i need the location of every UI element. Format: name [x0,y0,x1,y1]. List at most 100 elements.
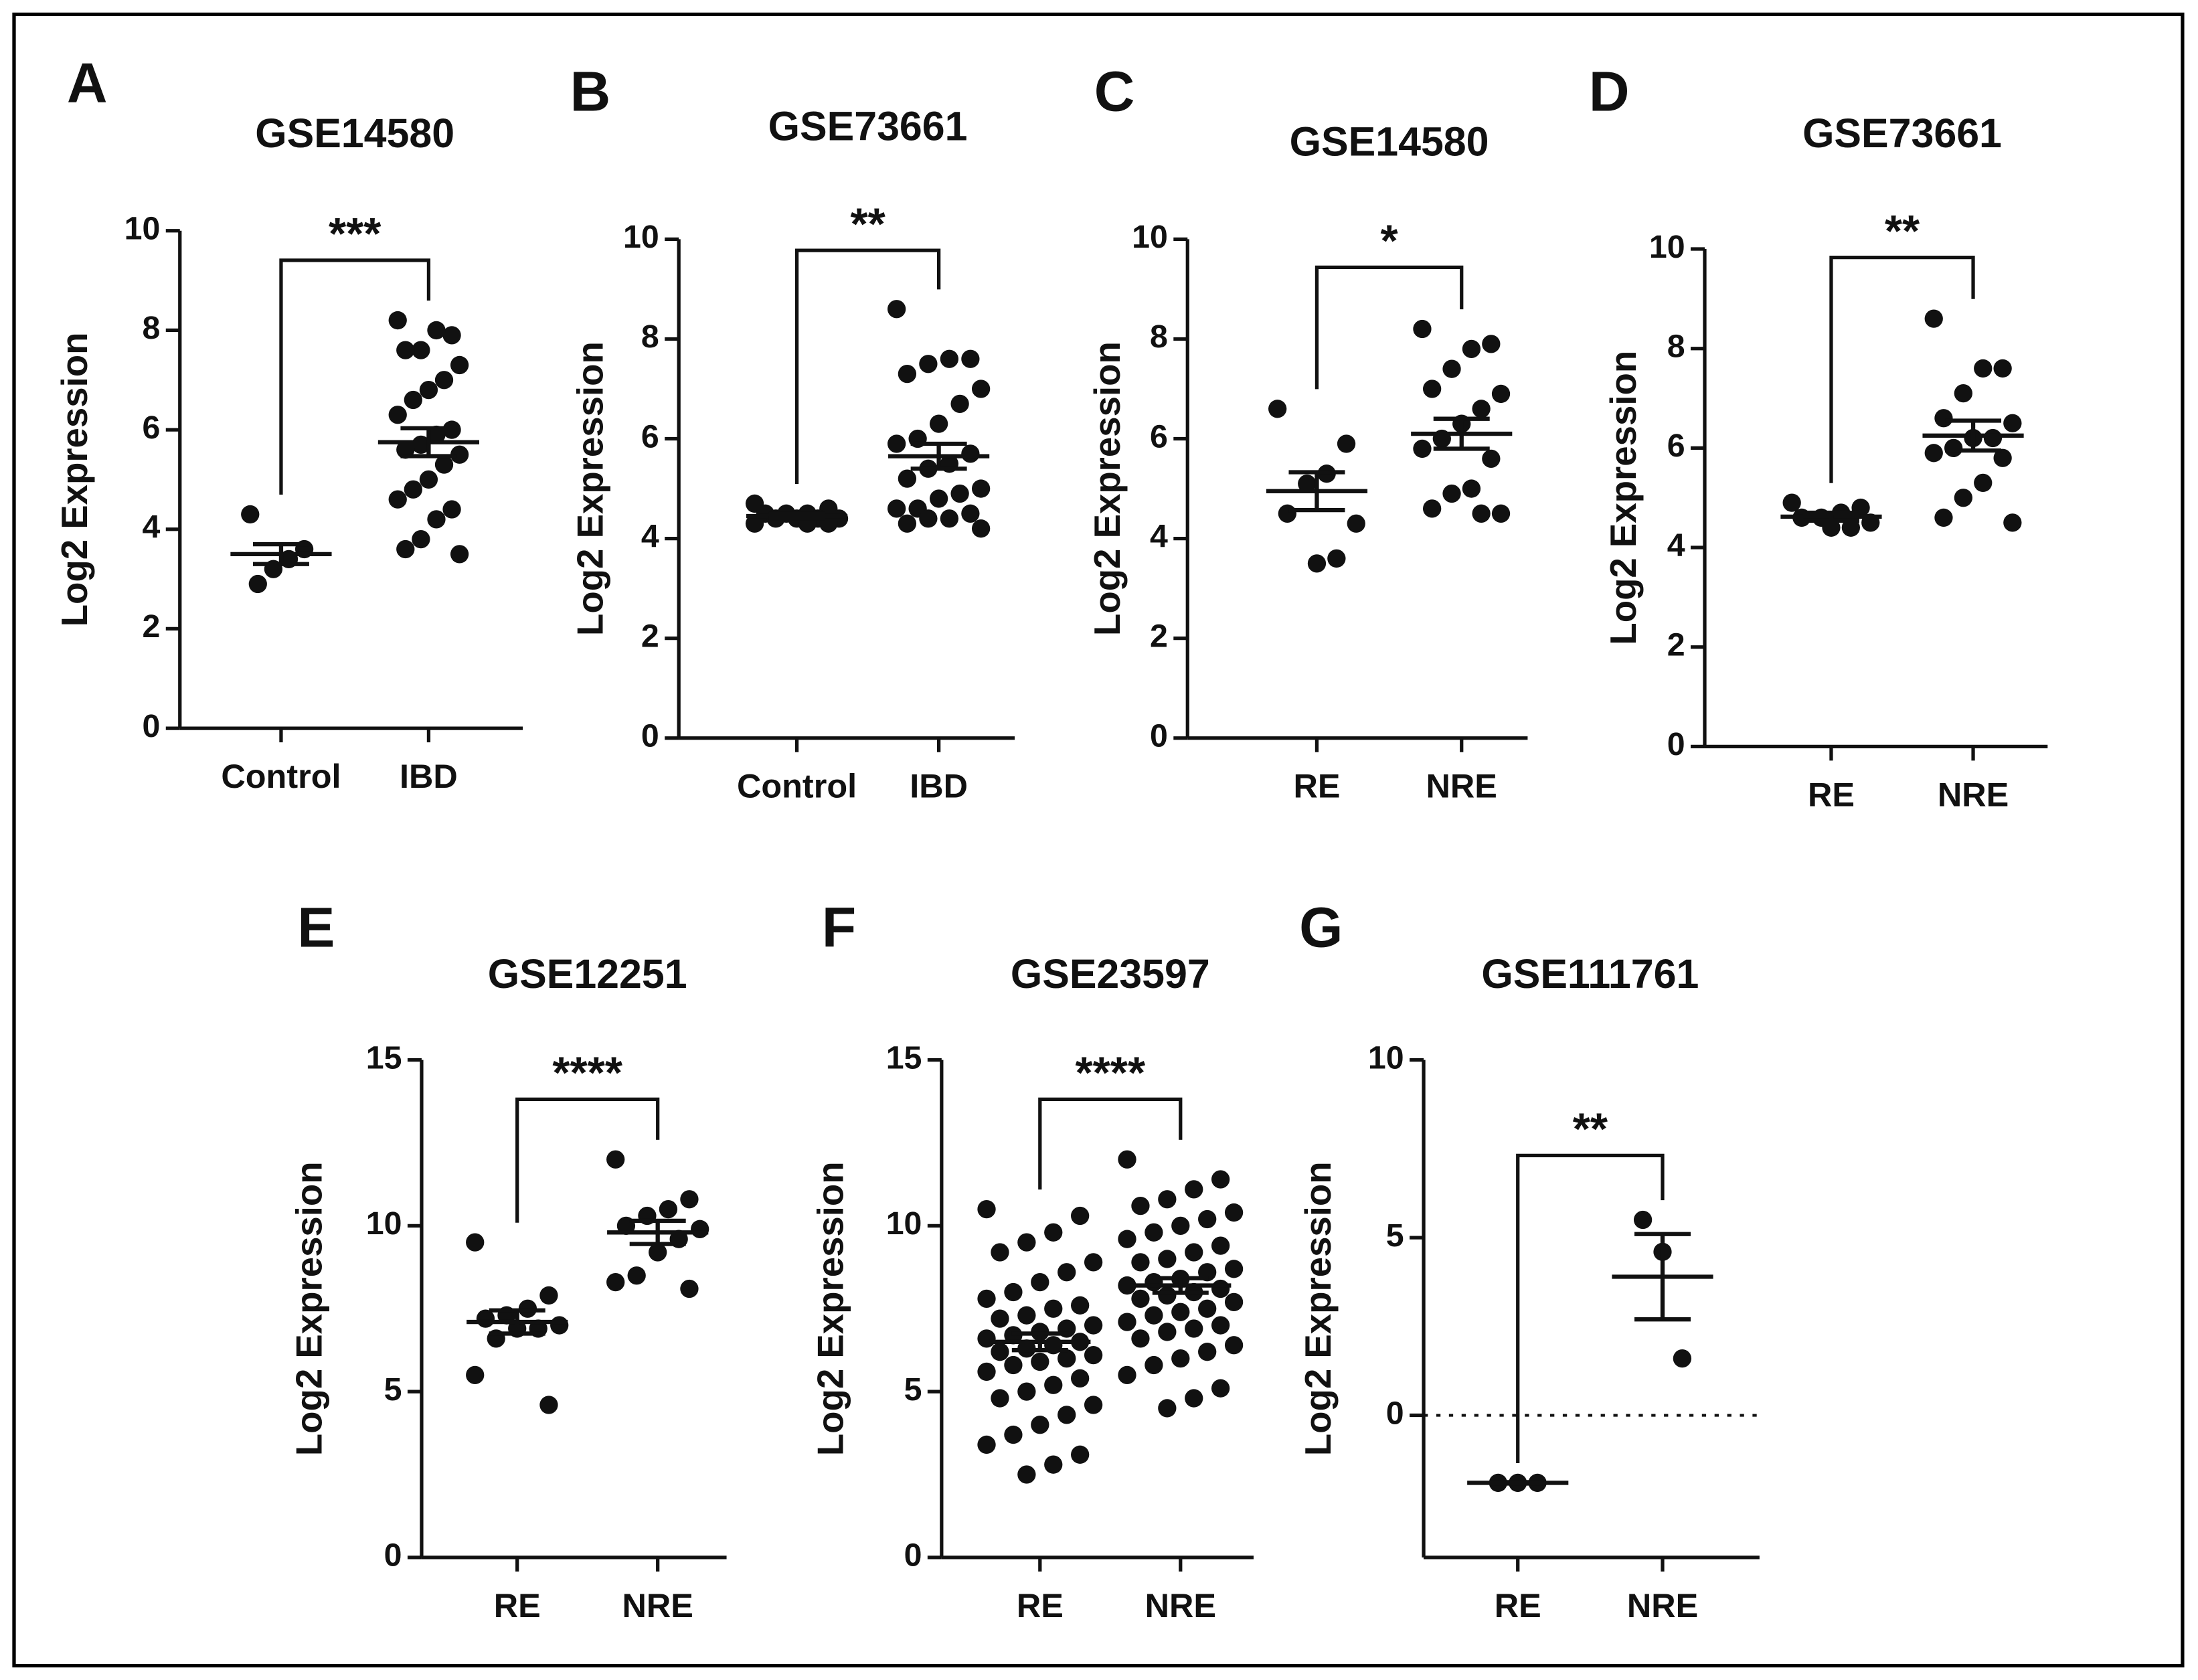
data-point [1131,1329,1150,1348]
error-bar [1489,1480,1546,1486]
panel-title: GSE12251 [488,951,687,997]
panel-letter: A [67,52,108,114]
data-point [2003,513,2022,532]
data-point [1004,1355,1023,1375]
data-point [977,1435,996,1454]
panel-letter: G [1299,896,1343,959]
data-point [898,469,917,488]
x-tick-label: RE [1293,767,1340,805]
data-point [1084,1253,1103,1272]
data-point [1974,359,1993,378]
data-point [1031,1416,1049,1434]
significance-label: ** [1885,206,1920,256]
data-point [1084,1396,1103,1414]
data-point [961,444,980,463]
data-point [1413,439,1432,458]
panel: C GSE14580 Log2 Expression 0 2 4 6 8 10 RE NRE * [1087,60,1528,805]
data-point [442,326,461,345]
data-point [887,434,906,453]
error-bar [252,541,309,566]
data-point [1145,1272,1163,1292]
data-point [427,321,446,340]
x-tick-label: IBD [400,757,458,795]
data-point [1472,504,1491,523]
y-tick-label: 10 [1368,1039,1404,1076]
y-tick-label: 4 [1667,527,1685,564]
data-point [1031,1352,1049,1371]
data-point [1211,1170,1230,1189]
y-axis-label: Log2 Expression [1603,351,1644,645]
data-point [1017,1465,1036,1484]
x-tick-label: IBD [910,767,968,805]
data-point [971,479,991,498]
data-point [1004,1425,1023,1444]
data-point [1298,474,1317,493]
data-point [241,505,260,524]
panel: D GSE73661 Log2 Expression 0 2 4 6 8 10 RE NRE ** [1589,60,2048,813]
y-tick-label: 0 [384,1537,402,1574]
data-point [1924,444,1943,463]
x-tick-label: Control [221,757,341,795]
data-point [745,514,764,533]
y-tick-label: 10 [124,211,161,247]
x-tick-label: NRE [1938,775,2009,813]
y-tick-label: 0 [1667,726,1685,762]
y-tick-label: 0 [904,1537,922,1574]
data-point [1268,400,1287,418]
data-point [1017,1382,1036,1401]
data-point [1934,409,1953,428]
data-point [1782,493,1801,512]
y-tick-label: 5 [384,1371,402,1408]
panel: G GSE111761 Log2 Expression 0 5 10 RE NRE ** [1298,896,1760,1624]
panel-title: GSE14580 [255,110,454,156]
y-tick-label: 15 [366,1039,402,1076]
y-axis-label: Log2 Expression [54,333,95,627]
error-bar [768,511,825,521]
panel-letter: B [570,60,611,122]
data-point [1422,380,1442,398]
data-point [1993,448,2012,467]
data-point [1118,1365,1136,1385]
data-point [1171,1349,1190,1368]
data-point [1084,1345,1103,1365]
panel-letter: D [1589,60,1630,122]
significance-label: **** [552,1048,622,1098]
data-point [1158,1399,1177,1418]
data-point [991,1343,1009,1361]
error-bar [629,1218,686,1246]
data-point [1993,359,2012,378]
data-point [450,355,469,375]
error-bar [1288,470,1345,513]
data-point [1442,359,1461,378]
data-point [1944,438,1963,458]
significance-bracket [279,258,431,495]
error-bar [1802,510,1859,523]
data-point [680,1190,699,1209]
data-point [1278,504,1297,523]
data-point [427,510,446,529]
data-point [991,1309,1009,1328]
data-point [1954,384,1972,403]
data-point [1198,1299,1217,1318]
data-point [1185,1319,1203,1338]
x-tick-label: RE [494,1586,541,1624]
panel: F GSE23597 Log2 Expression 0 5 10 15 RE NRE **** [811,896,1254,1624]
data-point [919,509,938,528]
significance-label: *** [329,209,382,259]
data-point [412,341,430,359]
panel-letter: F [822,896,856,959]
significance-bracket [1516,1153,1665,1464]
y-tick-label: 10 [366,1205,402,1242]
data-point [1224,1203,1244,1222]
data-point [1347,514,1365,533]
significance-bracket [1315,265,1464,390]
data-point [649,1243,667,1262]
data-point [1058,1349,1076,1368]
data-point [1044,1455,1063,1474]
panel-letter: C [1094,60,1135,122]
y-tick-label: 2 [1667,626,1685,663]
data-point [442,500,461,519]
x-tick-label: RE [1017,1586,1064,1624]
data-point [1211,1379,1230,1398]
y-tick-label: 10 [1132,219,1168,255]
